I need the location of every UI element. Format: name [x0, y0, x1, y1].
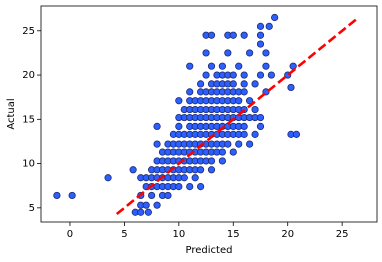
point	[292, 130, 301, 138]
point	[175, 122, 183, 130]
point	[246, 140, 254, 148]
point	[142, 201, 150, 209]
point	[180, 174, 188, 182]
point	[164, 191, 172, 200]
y-axis-label: Actual	[6, 98, 17, 129]
point	[240, 88, 248, 96]
point	[218, 157, 226, 165]
point	[175, 182, 183, 191]
point	[271, 13, 279, 22]
x-tick-label: 15	[227, 229, 240, 240]
point	[53, 191, 61, 200]
point	[262, 62, 270, 70]
point	[153, 140, 161, 148]
y-tick-label: 25	[22, 26, 35, 37]
point	[153, 122, 161, 130]
point	[240, 122, 248, 130]
y-tick-label: 5	[29, 203, 35, 214]
point	[262, 49, 270, 57]
point	[240, 130, 248, 138]
y-tick-label: 20	[22, 70, 35, 81]
point	[256, 122, 265, 130]
point	[251, 105, 259, 114]
point	[197, 80, 205, 88]
point	[202, 49, 210, 57]
y-tick-label: 15	[22, 114, 35, 125]
point	[240, 80, 248, 88]
point	[191, 174, 199, 182]
point	[246, 49, 254, 57]
x-tick-label: 5	[121, 229, 127, 240]
point	[229, 71, 237, 79]
point	[229, 80, 237, 88]
point	[235, 97, 243, 105]
point	[256, 113, 265, 122]
point	[207, 166, 216, 174]
point	[256, 40, 265, 48]
point	[265, 22, 273, 30]
point	[240, 71, 248, 79]
y-tick-label: 10	[22, 159, 35, 170]
point	[197, 166, 205, 174]
point	[267, 71, 275, 79]
point	[240, 31, 248, 39]
point	[235, 62, 243, 70]
plot-frame	[40, 5, 378, 223]
point	[186, 88, 194, 96]
point	[153, 201, 161, 209]
point	[289, 62, 297, 70]
point	[218, 148, 226, 156]
point	[202, 71, 210, 79]
point	[186, 62, 194, 70]
point	[104, 174, 112, 182]
point	[224, 140, 232, 148]
x-axis-label: Predicted	[186, 245, 233, 256]
x-tick-label: 20	[281, 229, 294, 240]
point	[256, 71, 265, 79]
point	[148, 191, 156, 200]
point	[207, 157, 216, 165]
point	[207, 62, 216, 70]
point	[186, 182, 194, 191]
point	[175, 97, 183, 105]
point	[256, 22, 265, 30]
point	[197, 182, 205, 191]
point	[235, 140, 243, 148]
point	[207, 31, 216, 39]
x-tick-label: 0	[67, 229, 73, 240]
point	[144, 208, 152, 216]
point	[251, 130, 259, 138]
point	[246, 97, 254, 105]
x-tick-label: 10	[172, 229, 185, 240]
point	[251, 80, 259, 88]
point	[229, 148, 237, 156]
point	[229, 31, 237, 39]
point	[224, 49, 232, 57]
x-tick-label: 25	[336, 229, 349, 240]
point	[129, 166, 137, 174]
point	[137, 208, 145, 216]
point	[218, 62, 226, 70]
point	[287, 83, 295, 92]
point	[256, 31, 265, 39]
point	[68, 191, 76, 200]
